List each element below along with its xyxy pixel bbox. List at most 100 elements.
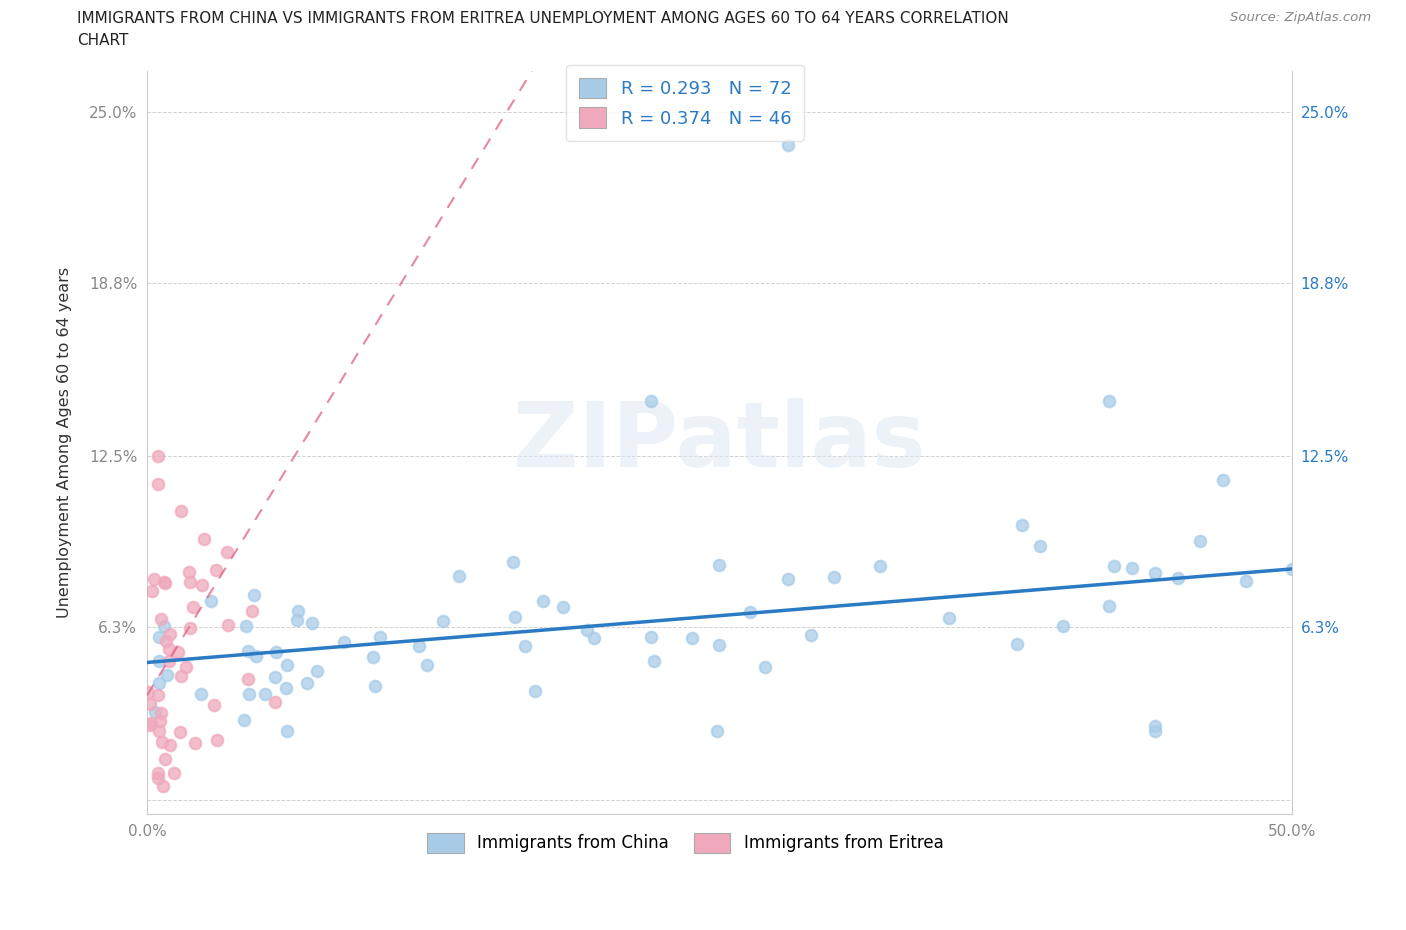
Point [1098,393,1121,408]
Point [149,612,172,627]
Point [778,572,800,587]
Point [361,649,384,664]
Point [523,684,546,698]
Point [640,630,662,644]
Point [1143,565,1166,580]
Point [157,654,180,669]
Point [938,611,960,626]
Point [513,638,536,653]
Point [754,659,776,674]
Point [148,771,170,786]
Point [1143,724,1166,738]
Point [502,554,524,569]
Point [150,735,173,750]
Point [276,658,298,672]
Point [155,633,177,648]
Point [202,698,225,712]
Point [217,618,239,632]
Point [243,588,266,603]
Point [184,736,207,751]
Point [364,679,387,694]
Point [531,593,554,608]
Point [148,653,170,668]
Point [179,575,201,590]
Legend: Immigrants from China, Immigrants from Eritrea: Immigrants from China, Immigrants from E… [419,824,952,861]
Point [181,599,204,614]
Point [253,687,276,702]
Point [149,713,172,728]
Point [200,594,222,609]
Point [1102,559,1125,574]
Point [179,620,201,635]
Text: ZIPatlas: ZIPatlas [513,398,925,486]
Point [276,681,298,696]
Point [150,706,173,721]
Point [408,639,430,654]
Point [706,724,728,738]
Point [287,613,309,628]
Point [139,697,162,711]
Point [447,568,470,583]
Point [681,631,703,646]
Point [205,562,228,577]
Point [823,569,845,584]
Point [148,448,170,463]
Point [157,642,180,657]
Point [1234,574,1257,589]
Point [245,648,267,663]
Point [159,737,181,752]
Point [152,575,174,590]
Point [1189,534,1212,549]
Point [163,765,186,780]
Point [368,630,391,644]
Point [264,694,287,709]
Point [167,644,190,659]
Point [416,658,439,672]
Point [235,618,257,633]
Point [148,630,170,644]
Point [233,713,256,728]
Point [141,583,163,598]
Point [205,732,228,747]
Point [707,557,730,572]
Point [148,724,170,738]
Point [143,705,166,720]
Point [1121,561,1143,576]
Y-axis label: Unemployment Among Ages 60 to 64 years: Unemployment Among Ages 60 to 64 years [58,267,72,618]
Text: CHART: CHART [77,33,129,47]
Point [503,609,526,624]
Point [148,476,170,491]
Point [305,663,328,678]
Text: IMMIGRANTS FROM CHINA VS IMMIGRANTS FROM ERITREA UNEMPLOYMENT AMONG AGES 60 TO 6: IMMIGRANTS FROM CHINA VS IMMIGRANTS FROM… [77,11,1010,26]
Point [778,138,800,153]
Point [153,618,176,633]
Point [643,653,665,668]
Point [156,668,179,683]
Point [236,644,259,658]
Point [264,670,287,684]
Point [551,600,574,615]
Point [287,604,309,618]
Point [264,645,287,660]
Point [583,631,606,645]
Point [1212,473,1234,488]
Point [1143,718,1166,733]
Point [174,659,197,674]
Point [170,668,193,683]
Point [301,616,323,631]
Point [738,604,761,619]
Point [575,623,598,638]
Point [169,724,191,739]
Point [1098,599,1121,614]
Point [136,685,159,700]
Point [869,558,891,573]
Point [139,715,162,730]
Point [148,765,170,780]
Point [179,565,201,579]
Point [238,671,260,686]
Point [640,393,662,408]
Point [295,676,318,691]
Point [153,576,176,591]
Point [1011,518,1033,533]
Point [159,627,181,642]
